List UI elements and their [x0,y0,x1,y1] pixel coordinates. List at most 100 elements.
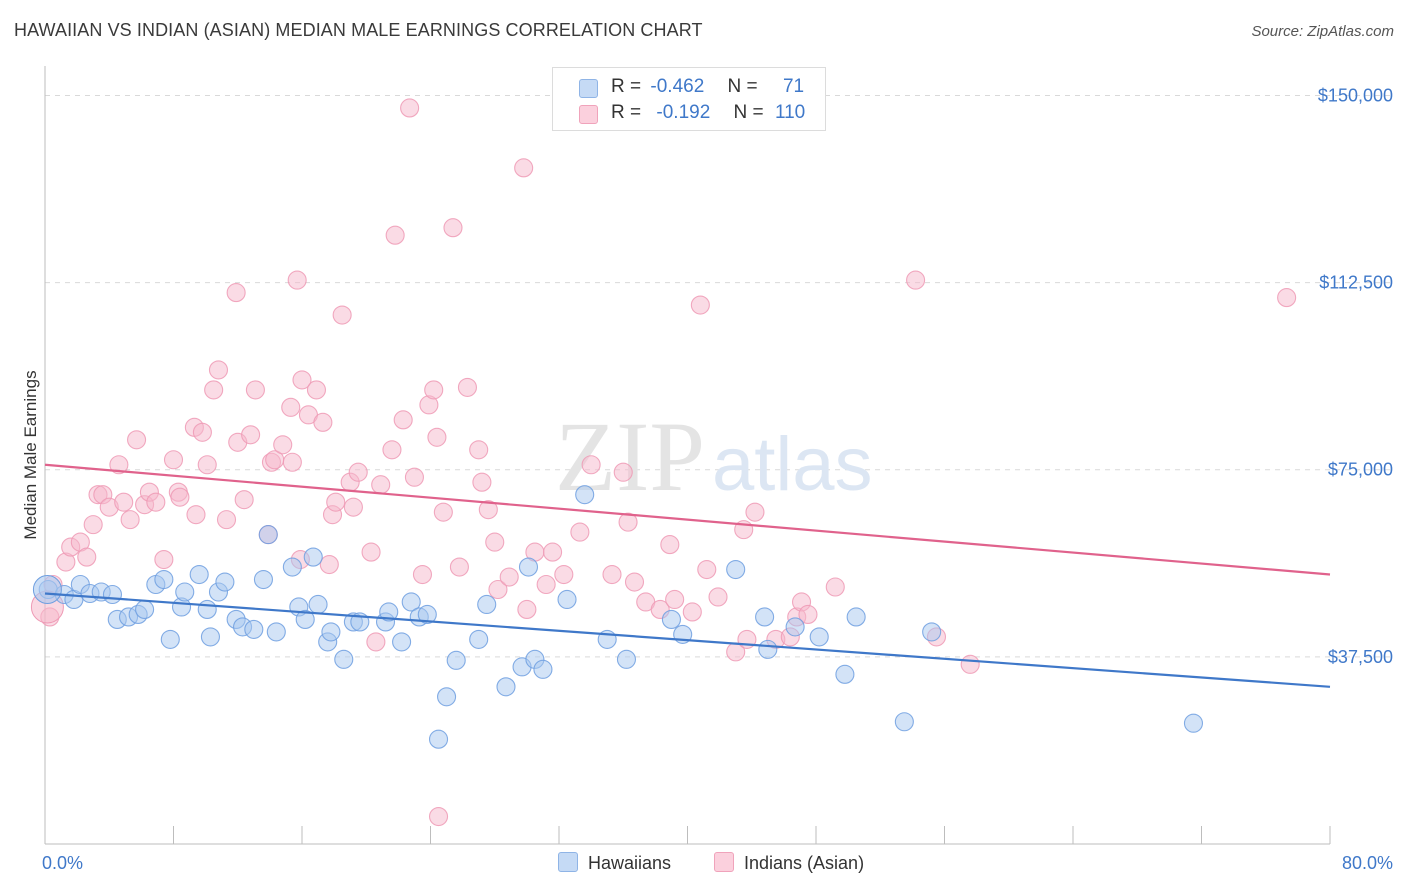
data-point [428,729,449,749]
data-point [661,609,681,629]
data-point [114,492,134,512]
data-point [109,455,129,475]
data-point [514,158,534,178]
data-point [533,659,553,679]
data-point [326,492,346,512]
data-point [602,564,622,585]
data-point [292,370,312,390]
legend-r-value: -0.462 [650,76,705,97]
data-point [745,502,765,522]
bottom-legend-indians: Indians (Asian) [714,852,864,874]
data-point [392,632,412,652]
data-point [371,475,391,495]
data-point [906,270,926,290]
data-point [197,599,217,620]
data-point [306,380,327,400]
data-point [175,582,195,602]
y-tick-label: $150,000 [1318,85,1393,105]
legend-n-label: N = [727,76,758,97]
trend-lines [44,463,1331,688]
data-point [697,559,717,580]
data-point [518,557,539,577]
data-point [517,599,537,620]
data-point [366,632,386,652]
data-point [226,283,246,303]
data-point [313,412,333,432]
data-point [343,497,363,517]
data-point [241,425,261,445]
data-point [77,547,97,567]
data-point [660,535,680,555]
watermark-atlas: atlas [712,422,873,507]
y-tick-label: $75,000 [1328,460,1393,480]
data-point [200,627,220,647]
x-tick-label-max: 80.0% [1342,853,1393,873]
data-point [204,380,224,400]
data-point [253,569,274,590]
data-point [266,622,286,642]
data-point [472,472,492,492]
data-point [334,649,354,669]
data-point [543,542,563,562]
data-point [295,609,315,629]
data-point [401,592,421,612]
data-point [382,440,402,460]
data-point [348,462,368,482]
data-point [424,380,444,400]
data-point [443,218,463,238]
y-tick-labels: $37,500 $75,000 $112,500 $150,000 [1318,85,1393,666]
data-point [160,629,180,649]
data-point [809,627,829,647]
data-point [135,599,155,620]
data-point [1277,288,1297,308]
data-point [189,564,209,585]
gridlines [45,94,1395,658]
data-point [457,377,477,397]
data-point [485,532,505,552]
data-point [154,569,174,590]
data-point [554,564,574,585]
data-point [417,604,437,624]
source-note: Source: ZipAtlas.com [1251,23,1394,40]
data-point [393,410,413,430]
legend-r-label: R = [611,76,642,97]
data-point [726,559,746,580]
trend-line-hawaiians [44,592,1331,688]
data-point [469,629,489,649]
data-point [83,515,103,535]
data-point [332,305,352,325]
data-point [428,807,449,827]
data-point [412,564,433,585]
data-point [216,510,237,530]
axes [44,66,1331,845]
data-point [404,467,424,487]
data-point [379,602,399,622]
data-point [690,295,710,315]
data-point [478,500,498,520]
trend-line-indians-asian [44,463,1331,576]
legend-swatch-blue [579,79,598,98]
data-point [385,225,405,245]
data-point [427,427,447,447]
data-point [245,380,265,400]
data-point [120,510,140,530]
legend-n-value: 71 [782,76,805,97]
data-point [321,622,341,642]
x-tick-label-min: 0.0% [42,853,83,873]
data-point [258,525,278,545]
data-point [446,650,466,670]
legend-r-label: R = [611,102,642,123]
data-point [922,622,942,642]
data-point [273,435,293,455]
data-point [557,589,577,610]
data-point [575,485,595,505]
data-point [308,594,328,615]
bottom-legend-swatch-pink [714,852,734,872]
legend-n-label: N = [733,102,764,123]
correlation-legend: R = -0.462 N = 71 R = -0.192 N = 110 [552,67,826,131]
data-point [469,440,489,460]
y-tick-label: $112,500 [1319,273,1393,293]
data-point [477,594,497,615]
data-point [570,522,590,542]
data-point [449,557,469,577]
